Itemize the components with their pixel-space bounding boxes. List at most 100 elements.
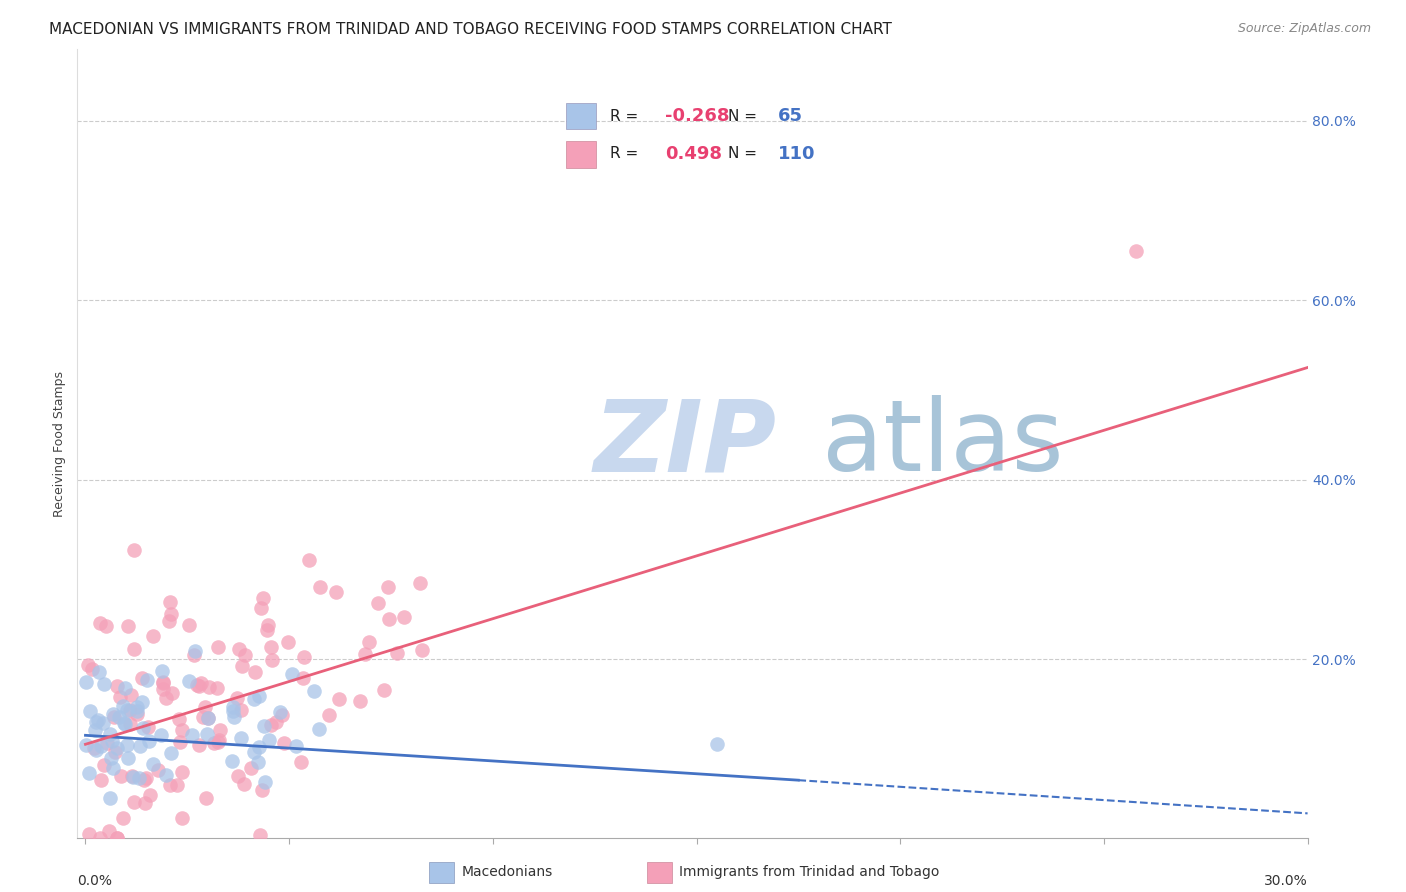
Point (98, 727, 121, 741)
Text: 65: 65 (778, 107, 803, 125)
Point (135, 771, 157, 785)
Point (253, 719, 276, 733)
Point (134, 796, 156, 810)
Point (114, 681, 136, 695)
Point (118, 717, 141, 731)
Point (125, 704, 148, 718)
Point (247, 689, 270, 703)
Point (146, 763, 169, 777)
Point (246, 755, 269, 769)
Point (127, 707, 149, 722)
Point (181, 728, 204, 742)
Point (77, 765, 100, 780)
Point (124, 641, 146, 656)
Point (222, 700, 245, 714)
Point (136, 720, 159, 734)
Point (198, 680, 221, 694)
Point (124, 795, 146, 809)
Point (252, 591, 274, 605)
Point (103, 709, 125, 723)
Text: atlas: atlas (821, 395, 1063, 492)
Point (110, 769, 132, 783)
Point (129, 739, 152, 753)
Point (260, 718, 283, 732)
Point (257, 733, 280, 747)
Point (207, 733, 229, 747)
Point (183, 644, 205, 658)
Point (170, 723, 193, 737)
Point (183, 648, 205, 663)
Point (138, 734, 160, 748)
Point (87, 665, 110, 680)
Point (101, 734, 124, 748)
Point (160, 686, 183, 700)
Point (134, 773, 156, 788)
Point (115, 738, 138, 752)
Point (233, 777, 256, 791)
Text: N =: N = (728, 146, 762, 161)
Point (90, 739, 112, 753)
Text: R =: R = (610, 146, 648, 161)
Point (409, 575, 432, 590)
Point (122, 770, 145, 784)
Text: 30.0%: 30.0% (1264, 874, 1308, 888)
Point (160, 607, 183, 621)
Point (202, 736, 225, 750)
Point (281, 667, 304, 681)
Point (222, 704, 245, 718)
Point (131, 672, 153, 686)
FancyBboxPatch shape (567, 103, 596, 129)
Point (298, 553, 321, 567)
Point (231, 659, 253, 673)
Point (273, 736, 295, 750)
Text: ZIP: ZIP (595, 395, 778, 492)
Point (249, 739, 271, 754)
Point (197, 710, 219, 724)
Point (385, 646, 408, 660)
Text: R =: R = (610, 109, 644, 124)
Point (292, 671, 315, 685)
Point (309, 580, 332, 594)
Point (233, 648, 256, 662)
Point (207, 640, 229, 654)
Text: 0.498: 0.498 (665, 145, 723, 163)
Point (159, 595, 181, 609)
Point (260, 640, 283, 654)
Point (308, 722, 330, 736)
Point (377, 612, 399, 626)
Text: N =: N = (728, 109, 762, 124)
Point (262, 653, 284, 667)
Point (304, 683, 326, 698)
Point (159, 778, 181, 792)
Point (91, 715, 114, 730)
Point (706, 737, 728, 751)
Point (139, 788, 162, 802)
Text: Source: ZipAtlas.com: Source: ZipAtlas.com (1237, 22, 1371, 36)
Point (1125, 244, 1147, 258)
Point (96, 736, 118, 750)
Point (208, 723, 231, 737)
Point (115, 703, 138, 717)
Point (120, 689, 142, 703)
Point (105, 679, 128, 693)
Point (179, 673, 201, 688)
Text: 0.0%: 0.0% (77, 874, 112, 888)
Point (117, 619, 139, 633)
Point (93, 676, 115, 690)
Point (87, 713, 110, 727)
Point (84, 743, 107, 757)
Point (290, 755, 312, 769)
Point (411, 643, 433, 657)
Point (124, 542, 146, 557)
Point (377, 580, 399, 594)
Point (96, 619, 118, 633)
Point (157, 614, 180, 628)
Point (101, 707, 124, 722)
Point (188, 679, 211, 693)
Point (90, 772, 112, 787)
Point (328, 691, 350, 706)
Point (128, 771, 150, 785)
Point (98, 791, 121, 805)
Point (105, 741, 128, 756)
Point (93, 757, 115, 772)
